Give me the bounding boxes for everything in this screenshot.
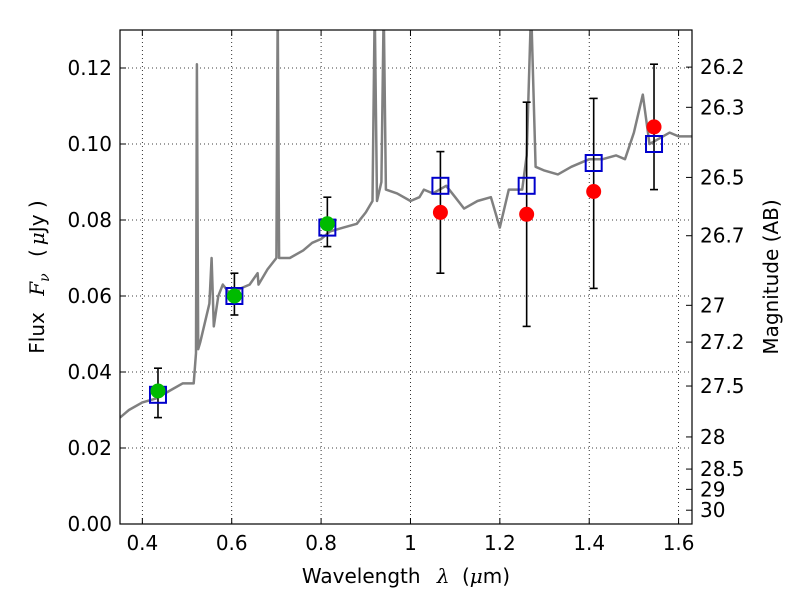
detection-marker (150, 383, 166, 399)
spectrum-line (120, 30, 692, 419)
axis-ticks: 0.4 0.6 0.8 1 1.2 1.4 1.6 0.00 0.02 0.04 0.06 0.08 0… (67, 30, 745, 555)
right-axis-label: Magnitude (AB) (759, 199, 783, 354)
y-tick-label: 0.04 (67, 360, 112, 384)
right-tick-label: 27.5 (700, 374, 745, 398)
x-tick-label: 0.6 (216, 531, 248, 555)
right-tick-label: 30 (700, 498, 725, 522)
y-tick-label: 0.02 (67, 436, 112, 460)
right-tick-label: 27.2 (700, 330, 745, 354)
model-box-marker (431, 176, 450, 195)
right-tick-label: 26.5 (700, 165, 745, 189)
x-axis-label-unit-open: ( (462, 564, 470, 588)
x-axis-label-unit-rest: m) (483, 564, 510, 588)
right-tick-label: 26.2 (700, 55, 745, 79)
plot-area (120, 30, 692, 419)
right-tick-label: 27 (700, 293, 725, 317)
y-axis-label-unit-rest: Jy ) (25, 200, 49, 234)
data-markers (148, 63, 664, 419)
x-tick-label: 0.4 (126, 531, 158, 555)
x-axis-label: Wavelength λ (μm) (302, 564, 510, 588)
detection-marker (226, 288, 242, 304)
plot-frame (119, 29, 693, 525)
model-box-marker (584, 154, 603, 172)
measurement-marker (586, 184, 602, 199)
y-axis-label: Flux Fν ( μJy ) (25, 200, 54, 353)
x-tick-label: 1.2 (484, 531, 516, 555)
y-axis-label-symbol: F (25, 281, 49, 297)
right-tick-label: 29 (700, 477, 725, 501)
x-tick-label: 1 (404, 531, 417, 555)
x-tick-label: 1.4 (573, 531, 605, 555)
x-axis-label-unit-mu: μ (470, 564, 483, 588)
y-tick-label: 0.08 (67, 208, 112, 232)
x-axis-label-text: Wavelength (302, 564, 421, 588)
y-tick-label: 0.00 (67, 512, 112, 536)
measurement-marker (519, 206, 535, 222)
y-axis-label-text: Flux (25, 312, 49, 354)
right-tick-label: 26.3 (700, 95, 745, 119)
y-tick-label: 0.06 (67, 284, 112, 308)
y-tick-label: 0.12 (67, 56, 112, 80)
y-axis-label-unit-open: ( (25, 249, 49, 257)
measurement-marker (432, 204, 448, 220)
model-box-marker (517, 176, 536, 195)
detection-marker (319, 216, 335, 232)
x-tick-label: 0.8 (305, 531, 337, 555)
y-axis-label-unit-mu: μ (25, 232, 49, 245)
right-tick-label: 28.5 (700, 457, 745, 481)
y-tick-label: 0.10 (67, 132, 112, 156)
y-axis-label-subscript: ν (37, 273, 53, 282)
x-tick-label: 1.6 (663, 531, 695, 555)
measurement-marker (646, 119, 662, 135)
model-box-marker (225, 287, 244, 305)
x-axis-label-symbol: λ (436, 564, 450, 588)
right-tick-label: 28 (700, 425, 725, 449)
grid-lines (120, 30, 692, 524)
right-tick-label: 26.7 (700, 224, 745, 248)
model-box-marker (645, 135, 664, 153)
